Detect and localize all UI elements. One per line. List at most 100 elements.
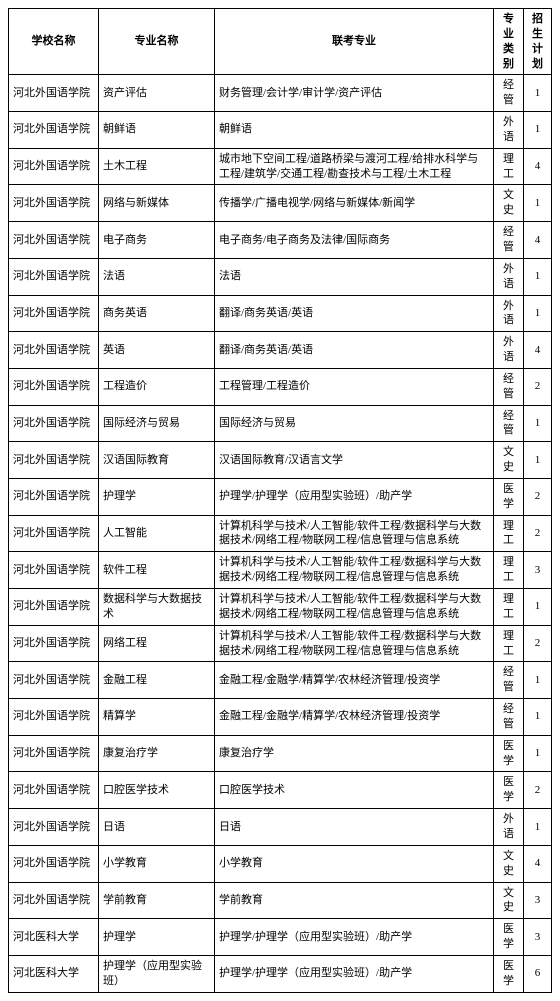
- cell-related: 金融工程/金融学/精算学/农林经济管理/投资学: [215, 662, 494, 699]
- cell-major: 护理学: [99, 478, 215, 515]
- cell-school: 河北外国语学院: [9, 845, 99, 882]
- cell-school: 河北外国语学院: [9, 809, 99, 846]
- cell-related: 翻译/商务英语/英语: [215, 295, 494, 332]
- cell-category: 医学: [494, 772, 524, 809]
- header-school: 学校名称: [9, 9, 99, 75]
- cell-school: 河北外国语学院: [9, 368, 99, 405]
- cell-major: 口腔医学技术: [99, 772, 215, 809]
- cell-plan: 1: [524, 699, 552, 736]
- cell-plan: 2: [524, 368, 552, 405]
- table-row: 河北外国语学院汉语国际教育汉语国际教育/汉语言文学文史1: [9, 442, 552, 479]
- header-category: 专业类别: [494, 9, 524, 75]
- cell-school: 河北外国语学院: [9, 589, 99, 626]
- cell-plan: 1: [524, 809, 552, 846]
- cell-school: 河北外国语学院: [9, 772, 99, 809]
- table-row: 河北外国语学院日语日语外语1: [9, 809, 552, 846]
- cell-school: 河北外国语学院: [9, 332, 99, 369]
- table-row: 河北外国语学院护理学护理学/护理学（应用型实验班）/助产学医学2: [9, 478, 552, 515]
- cell-related: 城市地下空间工程/道路桥梁与渡河工程/给排水科学与工程/建筑学/交通工程/勘查技…: [215, 148, 494, 185]
- cell-school: 河北医科大学: [9, 919, 99, 956]
- cell-category: 医学: [494, 919, 524, 956]
- enrollment-table: 学校名称 专业名称 联考专业 专业类别 招生计划 河北外国语学院资产评估财务管理…: [8, 8, 552, 993]
- cell-related: 财务管理/会计学/审计学/资产评估: [215, 75, 494, 112]
- table-row: 河北外国语学院软件工程计算机科学与技术/人工智能/软件工程/数据科学与大数据技术…: [9, 552, 552, 589]
- table-row: 河北外国语学院网络工程计算机科学与技术/人工智能/软件工程/数据科学与大数据技术…: [9, 625, 552, 662]
- cell-major: 护理学: [99, 919, 215, 956]
- table-row: 河北外国语学院商务英语翻译/商务英语/英语外语1: [9, 295, 552, 332]
- cell-plan: 1: [524, 295, 552, 332]
- table-row: 河北外国语学院国际经济与贸易国际经济与贸易经管1: [9, 405, 552, 442]
- cell-major: 朝鲜语: [99, 112, 215, 149]
- table-row: 河北外国语学院英语翻译/商务英语/英语外语4: [9, 332, 552, 369]
- cell-major: 护理学（应用型实验班）: [99, 955, 215, 992]
- header-major: 专业名称: [99, 9, 215, 75]
- cell-school: 河北外国语学院: [9, 699, 99, 736]
- cell-category: 经管: [494, 75, 524, 112]
- cell-category: 文史: [494, 882, 524, 919]
- cell-major: 数据科学与大数据技术: [99, 589, 215, 626]
- cell-related: 计算机科学与技术/人工智能/软件工程/数据科学与大数据技术/网络工程/物联网工程…: [215, 552, 494, 589]
- cell-school: 河北外国语学院: [9, 442, 99, 479]
- cell-category: 经管: [494, 699, 524, 736]
- cell-plan: 3: [524, 882, 552, 919]
- cell-major: 土木工程: [99, 148, 215, 185]
- cell-related: 国际经济与贸易: [215, 405, 494, 442]
- cell-related: 计算机科学与技术/人工智能/软件工程/数据科学与大数据技术/网络工程/物联网工程…: [215, 625, 494, 662]
- cell-related: 护理学/护理学（应用型实验班）/助产学: [215, 955, 494, 992]
- table-row: 河北外国语学院口腔医学技术口腔医学技术医学2: [9, 772, 552, 809]
- cell-related: 小学教育: [215, 845, 494, 882]
- cell-related: 计算机科学与技术/人工智能/软件工程/数据科学与大数据技术/网络工程/物联网工程…: [215, 515, 494, 552]
- cell-related: 学前教育: [215, 882, 494, 919]
- cell-plan: 4: [524, 845, 552, 882]
- cell-category: 理工: [494, 625, 524, 662]
- cell-school: 河北外国语学院: [9, 735, 99, 772]
- cell-plan: 2: [524, 478, 552, 515]
- cell-related: 康复治疗学: [215, 735, 494, 772]
- cell-school: 河北外国语学院: [9, 222, 99, 259]
- cell-school: 河北外国语学院: [9, 478, 99, 515]
- table-row: 河北外国语学院康复治疗学康复治疗学医学1: [9, 735, 552, 772]
- cell-major: 商务英语: [99, 295, 215, 332]
- table-row: 河北外国语学院电子商务电子商务/电子商务及法律/国际商务经管4: [9, 222, 552, 259]
- cell-school: 河北外国语学院: [9, 112, 99, 149]
- cell-major: 康复治疗学: [99, 735, 215, 772]
- cell-category: 经管: [494, 662, 524, 699]
- cell-category: 外语: [494, 258, 524, 295]
- cell-plan: 2: [524, 515, 552, 552]
- cell-category: 理工: [494, 515, 524, 552]
- cell-major: 精算学: [99, 699, 215, 736]
- cell-plan: 1: [524, 185, 552, 222]
- cell-plan: 1: [524, 112, 552, 149]
- cell-school: 河北外国语学院: [9, 405, 99, 442]
- cell-plan: 4: [524, 332, 552, 369]
- header-related: 联考专业: [215, 9, 494, 75]
- cell-major: 资产评估: [99, 75, 215, 112]
- cell-school: 河北外国语学院: [9, 148, 99, 185]
- cell-major: 法语: [99, 258, 215, 295]
- table-row: 河北外国语学院人工智能计算机科学与技术/人工智能/软件工程/数据科学与大数据技术…: [9, 515, 552, 552]
- cell-major: 国际经济与贸易: [99, 405, 215, 442]
- cell-category: 外语: [494, 112, 524, 149]
- cell-school: 河北医科大学: [9, 955, 99, 992]
- cell-plan: 1: [524, 258, 552, 295]
- table-row: 河北外国语学院数据科学与大数据技术计算机科学与技术/人工智能/软件工程/数据科学…: [9, 589, 552, 626]
- cell-school: 河北外国语学院: [9, 625, 99, 662]
- cell-category: 文史: [494, 845, 524, 882]
- cell-related: 翻译/商务英语/英语: [215, 332, 494, 369]
- cell-school: 河北外国语学院: [9, 662, 99, 699]
- cell-category: 理工: [494, 589, 524, 626]
- cell-category: 经管: [494, 222, 524, 259]
- table-row: 河北外国语学院网络与新媒体传播学/广播电视学/网络与新媒体/新闻学文史1: [9, 185, 552, 222]
- cell-plan: 6: [524, 955, 552, 992]
- table-row: 河北医科大学护理学（应用型实验班）护理学/护理学（应用型实验班）/助产学医学6: [9, 955, 552, 992]
- cell-related: 法语: [215, 258, 494, 295]
- cell-major: 小学教育: [99, 845, 215, 882]
- header-plan: 招生计划: [524, 9, 552, 75]
- cell-school: 河北外国语学院: [9, 882, 99, 919]
- cell-plan: 1: [524, 75, 552, 112]
- cell-related: 护理学/护理学（应用型实验班）/助产学: [215, 478, 494, 515]
- cell-plan: 1: [524, 662, 552, 699]
- table-row: 河北外国语学院学前教育学前教育文史3: [9, 882, 552, 919]
- table-header-row: 学校名称 专业名称 联考专业 专业类别 招生计划: [9, 9, 552, 75]
- cell-major: 人工智能: [99, 515, 215, 552]
